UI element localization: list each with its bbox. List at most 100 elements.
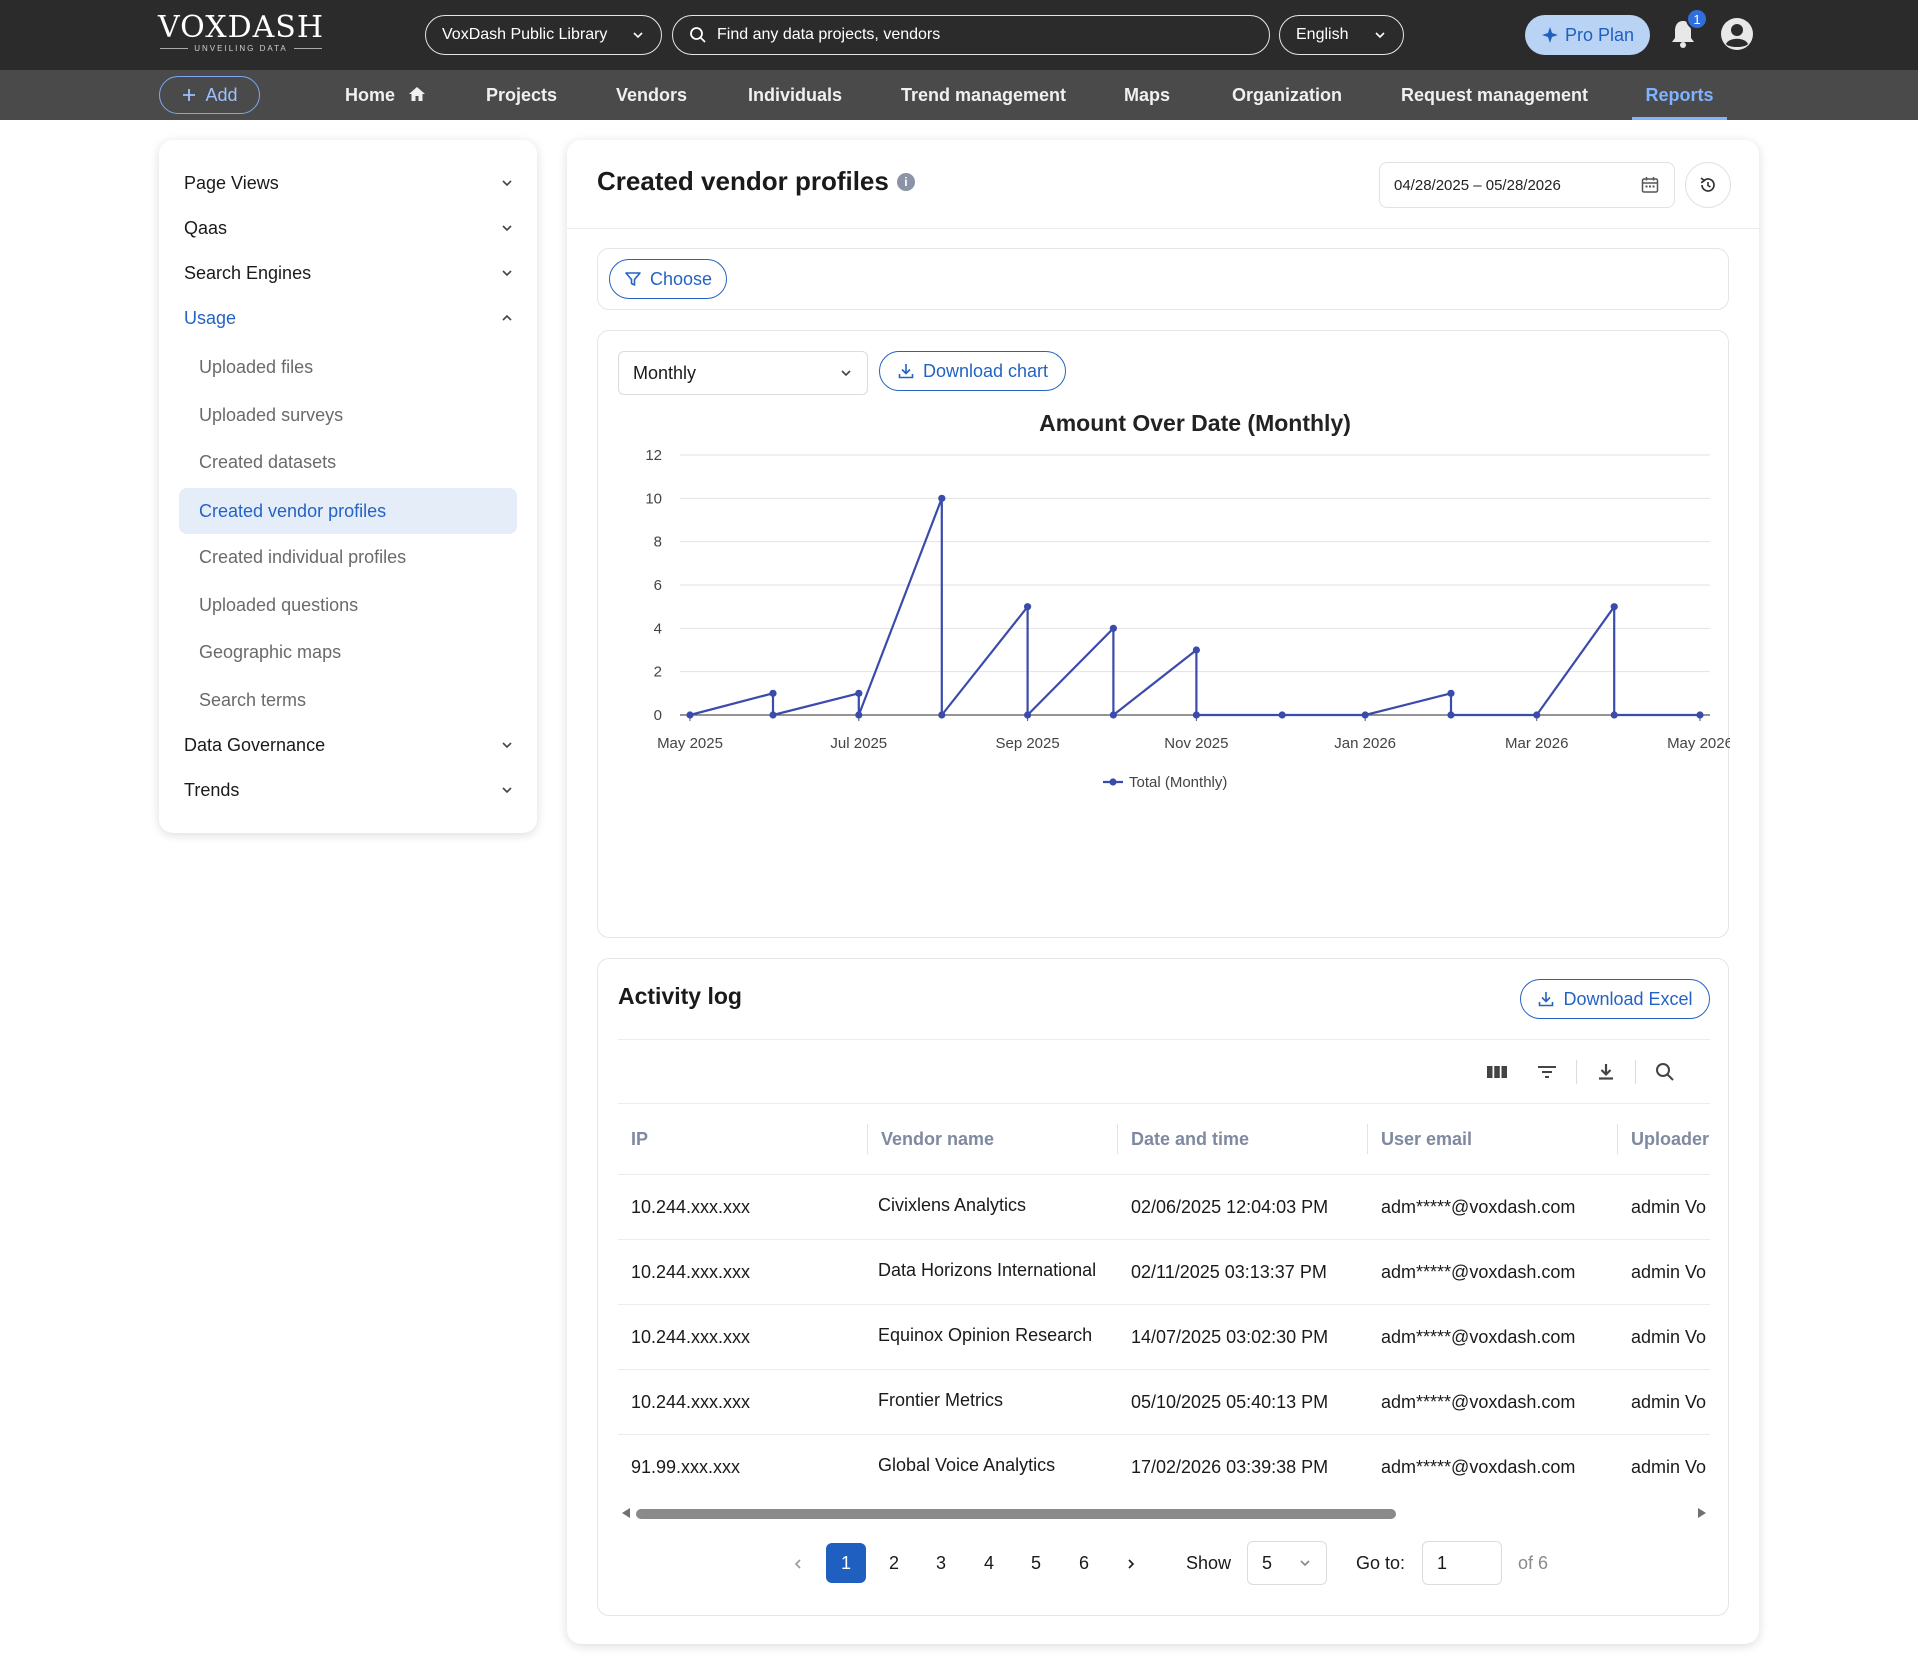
history-reset-icon bbox=[1700, 177, 1715, 192]
table-row[interactable]: 91.99.xxx.xxx Global Voice Analytics 17/… bbox=[618, 1434, 1710, 1499]
data-point bbox=[855, 711, 863, 719]
scroll-right-arrow[interactable] bbox=[1698, 1508, 1706, 1518]
nav-maps[interactable]: Maps bbox=[1124, 85, 1171, 105]
table-row[interactable]: 10.244.xxx.xxx Data Horizons Internation… bbox=[618, 1239, 1710, 1304]
scroll-left-arrow[interactable] bbox=[622, 1508, 630, 1518]
page-2-button[interactable]: 2 bbox=[888, 1553, 899, 1573]
table-search-button[interactable] bbox=[1640, 1052, 1690, 1092]
sidebar-item-created-vendor-profiles[interactable]: Created vendor profiles bbox=[179, 488, 517, 534]
nav-reports[interactable]: Reports bbox=[1632, 70, 1727, 120]
sidebar-item-created-datasets[interactable]: Created datasets bbox=[199, 452, 337, 472]
scroll-thumb[interactable] bbox=[636, 1509, 1396, 1519]
page-size-select[interactable]: 5 bbox=[1247, 1541, 1327, 1585]
sidebar-item-uploaded-questions[interactable]: Uploaded questions bbox=[199, 595, 359, 615]
sidebar-item-uploaded-surveys[interactable]: Uploaded surveys bbox=[199, 405, 344, 425]
cell-date-time: 02/11/2025 03:13:37 PM bbox=[1131, 1262, 1327, 1282]
calendar-icon bbox=[1641, 177, 1659, 193]
cell-ip: 10.244.xxx.xxx bbox=[631, 1392, 751, 1412]
search-placeholder: Find any data projects, vendors bbox=[717, 26, 941, 43]
data-point bbox=[938, 711, 946, 719]
horizontal-scrollbar[interactable] bbox=[618, 1505, 1710, 1521]
nav-trend-management[interactable]: Trend management bbox=[901, 85, 1067, 105]
add-button[interactable]: Add bbox=[159, 76, 260, 114]
nav-individuals[interactable]: Individuals bbox=[748, 85, 843, 105]
sidebar-group-page-views[interactable]: Page Views bbox=[184, 168, 514, 198]
table-export-button[interactable] bbox=[1581, 1052, 1631, 1092]
prev-page-button[interactable] bbox=[778, 1543, 818, 1583]
x-tick-label: Sep 2025 bbox=[995, 735, 1059, 752]
period-select[interactable]: Monthly bbox=[618, 351, 868, 395]
sidebar-item-search-terms[interactable]: Search terms bbox=[199, 690, 307, 710]
info-icon[interactable]: i bbox=[896, 172, 915, 191]
language-value: English bbox=[1296, 26, 1349, 43]
pro-plan-label: Pro Plan bbox=[1564, 24, 1635, 45]
filter-icon bbox=[625, 272, 641, 286]
cell-ip: 10.244.xxx.xxx bbox=[631, 1262, 751, 1282]
y-tick-label: 10 bbox=[645, 490, 662, 507]
nav-home[interactable]: Home bbox=[345, 70, 426, 120]
table-row[interactable]: 10.244.xxx.xxx Frontier Metrics 05/10/20… bbox=[618, 1369, 1710, 1434]
nav-vendors[interactable]: Vendors bbox=[616, 85, 688, 105]
x-tick-label: May 2026 bbox=[1667, 735, 1730, 752]
choose-filter-button[interactable]: Choose bbox=[609, 259, 727, 299]
page-title-text: Created vendor profiles bbox=[597, 166, 889, 196]
page-5-button[interactable]: 5 bbox=[1030, 1553, 1041, 1573]
sidebar-item-geographic-maps[interactable]: Geographic maps bbox=[199, 642, 342, 662]
cell-uploader: admin Vo bbox=[1631, 1262, 1707, 1282]
sidebar-group-data-governance[interactable]: Data Governance bbox=[184, 730, 514, 760]
sidebar-group-label: Data Governance bbox=[184, 734, 326, 755]
logo[interactable]: VOXDASH UNVEILING DATA bbox=[158, 10, 324, 53]
download-excel-button[interactable]: Download Excel bbox=[1520, 979, 1710, 1019]
library-select[interactable]: VoxDash Public Library bbox=[425, 15, 662, 55]
cell-user-email: adm*****@voxdash.com bbox=[1381, 1197, 1576, 1217]
chevron-right-icon bbox=[1128, 1559, 1135, 1569]
data-point bbox=[769, 711, 777, 719]
reports-sidebar: Page Views Qaas Search Engines Usage Upl… bbox=[159, 140, 537, 833]
activity-log-card: Activity log Download Excel IP bbox=[597, 958, 1729, 1616]
chevron-left-icon bbox=[794, 1559, 801, 1569]
column-header-user-email[interactable]: User email bbox=[1381, 1129, 1473, 1149]
nav-organization[interactable]: Organization bbox=[1232, 85, 1343, 105]
goto-page-value: 1 bbox=[1437, 1552, 1448, 1573]
sidebar-group-usage[interactable]: Usage bbox=[184, 303, 514, 333]
user-avatar-icon[interactable] bbox=[1720, 17, 1754, 51]
date-range-picker[interactable]: 04/28/2025 – 05/28/2026 bbox=[1379, 162, 1675, 208]
page-1-button[interactable]: 1 bbox=[826, 1543, 866, 1583]
sidebar-group-label: Trends bbox=[184, 779, 240, 800]
data-point bbox=[1610, 711, 1618, 719]
column-header-vendor-name[interactable]: Vendor name bbox=[881, 1129, 995, 1149]
nav-home-label: Home bbox=[345, 85, 396, 105]
chevron-down-icon bbox=[502, 787, 512, 794]
data-point bbox=[1192, 646, 1200, 654]
sidebar-group-search-engines[interactable]: Search Engines bbox=[184, 258, 514, 288]
column-header-uploader[interactable]: Uploader bbox=[1631, 1129, 1710, 1149]
pro-plan-button[interactable]: Pro Plan bbox=[1525, 15, 1650, 55]
search-input[interactable]: Find any data projects, vendors bbox=[672, 15, 1270, 55]
table-row[interactable]: 10.244.xxx.xxx Equinox Opinion Research … bbox=[618, 1304, 1710, 1369]
columns-button[interactable] bbox=[1472, 1052, 1522, 1092]
download-icon bbox=[898, 364, 914, 379]
column-header-ip[interactable]: IP bbox=[631, 1129, 649, 1149]
sidebar-item-uploaded-files[interactable]: Uploaded files bbox=[199, 357, 314, 377]
table-filter-button[interactable] bbox=[1522, 1052, 1572, 1092]
goto-page-input[interactable]: 1 bbox=[1422, 1541, 1502, 1585]
reset-date-button[interactable] bbox=[1685, 162, 1731, 208]
data-point bbox=[1610, 603, 1618, 611]
page-4-button[interactable]: 4 bbox=[983, 1553, 994, 1573]
nav-request-management[interactable]: Request management bbox=[1401, 85, 1589, 105]
sidebar-item-created-individual-profiles[interactable]: Created individual profiles bbox=[199, 547, 407, 567]
sidebar-group-qaas[interactable]: Qaas bbox=[184, 213, 514, 243]
column-header-date-and-time[interactable]: Date and time bbox=[1131, 1129, 1250, 1149]
x-tick-label: Nov 2025 bbox=[1164, 735, 1228, 752]
sidebar-group-trends[interactable]: Trends bbox=[184, 775, 514, 805]
language-select[interactable]: English bbox=[1279, 15, 1404, 55]
nav-projects[interactable]: Projects bbox=[486, 85, 558, 105]
y-tick-label: 12 bbox=[645, 447, 662, 464]
table-row[interactable]: 10.244.xxx.xxx Civixlens Analytics 02/06… bbox=[618, 1174, 1710, 1239]
page-3-button[interactable]: 3 bbox=[935, 1553, 946, 1573]
cell-vendor-name: Frontier Metrics bbox=[878, 1390, 1004, 1410]
next-page-button[interactable] bbox=[1111, 1543, 1151, 1583]
download-chart-button[interactable]: Download chart bbox=[879, 351, 1066, 391]
page-6-button[interactable]: 6 bbox=[1078, 1553, 1089, 1573]
cell-uploader: admin Vo bbox=[1631, 1327, 1707, 1347]
